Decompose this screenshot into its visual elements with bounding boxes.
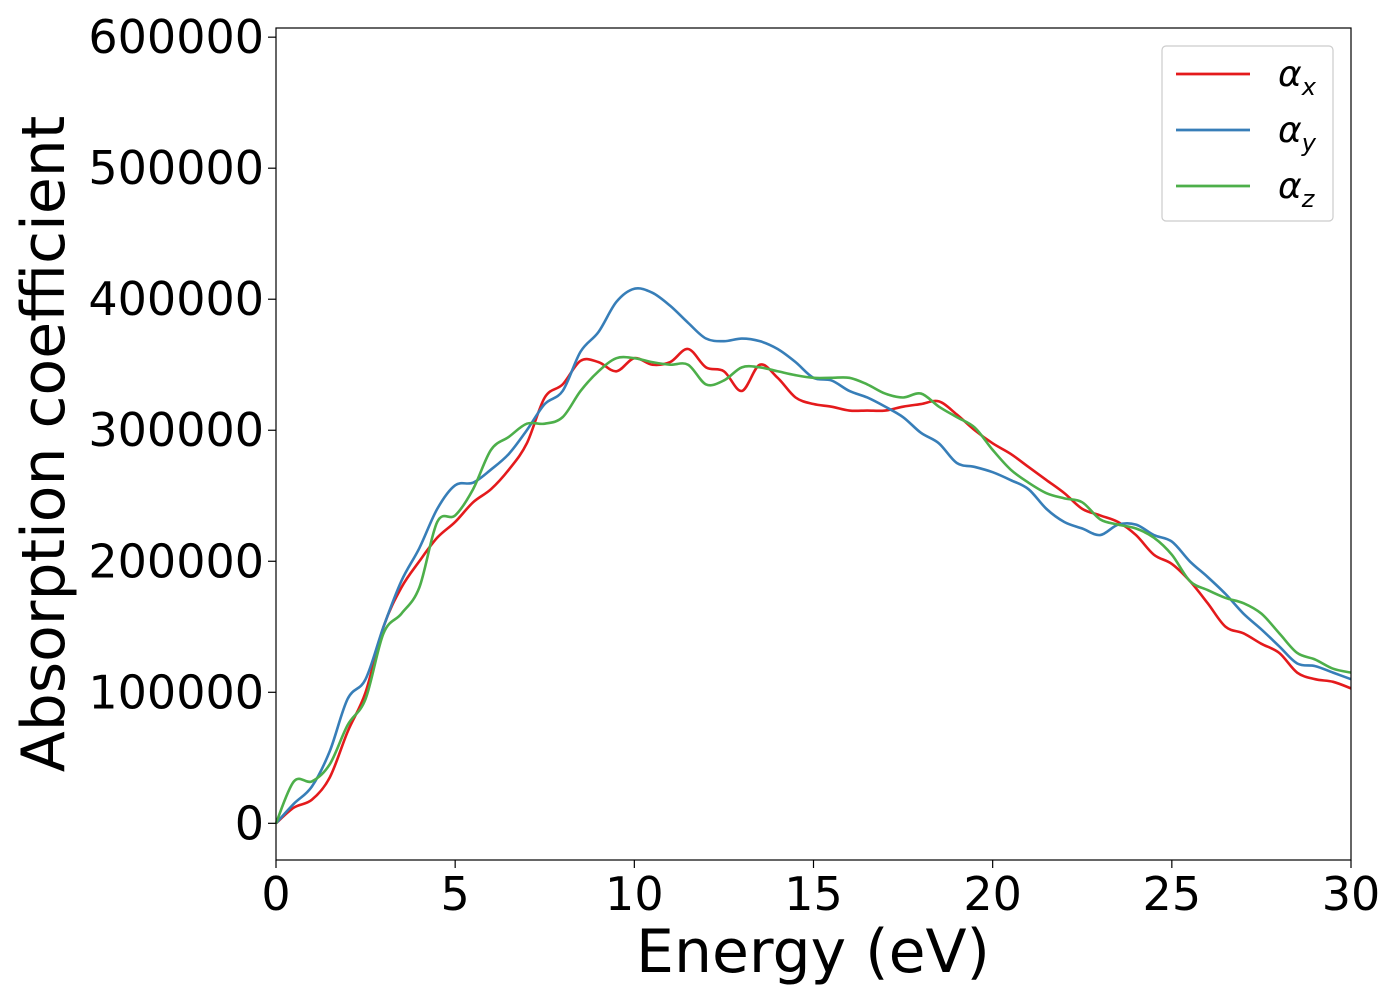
y-tick-label: 600000 [88, 10, 264, 64]
x-axis-label: Energy (eV) [636, 917, 990, 987]
x-tick-label: 25 [1143, 867, 1202, 921]
axis-ticks: 0 5 10 15 20 25 30 0 100000 200000 300000 400000 500… [88, 10, 1380, 921]
series-line-alpha-y [275, 287, 1352, 825]
y-axis-label: Absorption coefficient [9, 116, 79, 773]
y-tick-label: 400000 [88, 272, 264, 326]
x-tick-label: 5 [441, 867, 470, 921]
y-tick-label: 200000 [88, 534, 264, 588]
y-tick-label: 500000 [88, 141, 264, 195]
x-tick-label: 15 [784, 867, 843, 921]
legend-label-alpha-y: αy [1278, 110, 1317, 157]
x-tick-label: 20 [963, 867, 1022, 921]
x-tick-label: 0 [261, 867, 290, 921]
y-tick-label: 300000 [88, 403, 264, 457]
legend: αx αy αz [1161, 45, 1334, 222]
legend-label-alpha-x: αx [1278, 54, 1317, 101]
series-lines [274, 287, 1352, 825]
y-tick-label: 100000 [88, 665, 264, 719]
x-tick-label: 30 [1322, 867, 1381, 921]
plot-area-frame [275, 27, 1352, 861]
legend-box [1161, 45, 1334, 222]
series-line-alpha-z [274, 355, 1352, 824]
legend-label-alpha-z: αz [1278, 166, 1316, 213]
x-tick-label: 10 [605, 867, 664, 921]
y-tick-label: 0 [235, 796, 264, 850]
series-line-alpha-x [275, 347, 1352, 825]
